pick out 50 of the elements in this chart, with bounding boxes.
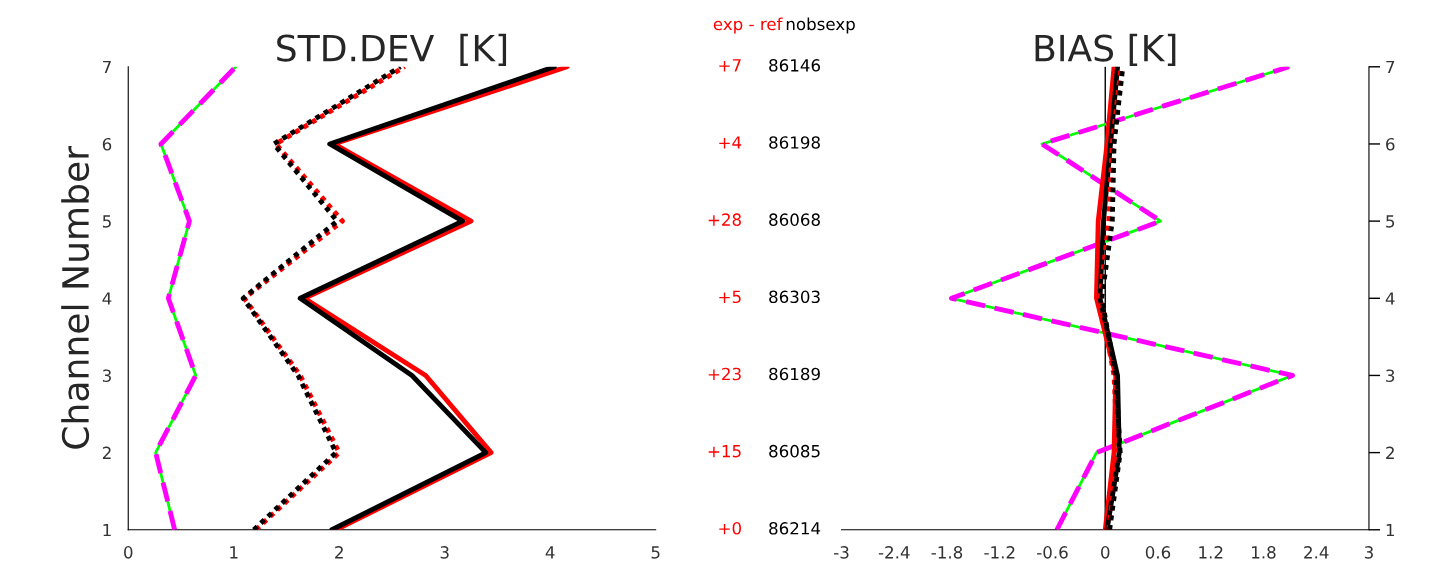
y-tick-label: 2 [1386, 446, 1394, 459]
text: +4 [719, 136, 742, 149]
text: 86214 [769, 522, 821, 535]
x-tick-label: -3 [834, 546, 849, 559]
x-tick-label: 1.8 [1252, 546, 1276, 559]
text: +15 [708, 445, 741, 458]
text: 86085 [769, 444, 820, 458]
text: 86198 [769, 136, 820, 149]
y-tick-label: 4 [1385, 292, 1395, 305]
y-tick-label: 5 [1386, 215, 1395, 228]
x-tick-label: -2.4 [878, 546, 910, 559]
y-tick-label: 2 [102, 446, 111, 459]
x-tick-label: -0.6 [1037, 546, 1068, 559]
chart-title: BIAS [K] [1035, 33, 1176, 66]
y-tick-label: 3 [102, 369, 111, 383]
x-tick-label: 4 [545, 546, 555, 559]
text: 86303 [769, 290, 820, 304]
chart-title: STD.DEV [K] [277, 33, 507, 66]
x-tick-label: 1 [230, 546, 238, 559]
x-tick-label: 3 [440, 546, 449, 559]
y-tick-label: 3 [1386, 369, 1395, 383]
text: +23 [708, 367, 741, 381]
x-tick-label: 0 [124, 546, 133, 559]
x-tick-label: 1.2 [1199, 546, 1223, 559]
x-tick-label: 3 [1364, 546, 1373, 559]
y-tick-label: 7 [103, 60, 111, 74]
x-tick-label: -1.8 [931, 546, 963, 559]
text: 86146 [769, 59, 821, 72]
y-tick-label: 1 [103, 523, 111, 537]
text: +28 [708, 213, 741, 226]
y-tick-label: 5 [102, 215, 111, 228]
y-axis-title: Channel Number [61, 145, 90, 449]
x-tick-label: -1.2 [984, 546, 1015, 559]
text: +7 [719, 59, 741, 72]
x-tick-label: 0.6 [1145, 546, 1171, 559]
x-tick-label: 5 [651, 546, 660, 559]
y-tick-label: 6 [1386, 137, 1395, 151]
text: 86189 [769, 367, 820, 381]
x-tick-label: 2.4 [1304, 546, 1329, 559]
x-tick-label: 0 [1101, 546, 1110, 559]
y-tick-label: 7 [1386, 60, 1395, 74]
text: +0 [719, 522, 742, 535]
y-tick-label: 1 [1386, 523, 1394, 537]
text: +5 [719, 290, 741, 304]
text: 86068 [769, 213, 820, 226]
text: nobsexp [786, 17, 855, 34]
text: exp - ref [713, 17, 783, 34]
x-tick-label: 2 [335, 546, 343, 559]
y-tick-label: 6 [102, 137, 112, 151]
y-tick-label: 4 [102, 292, 112, 305]
